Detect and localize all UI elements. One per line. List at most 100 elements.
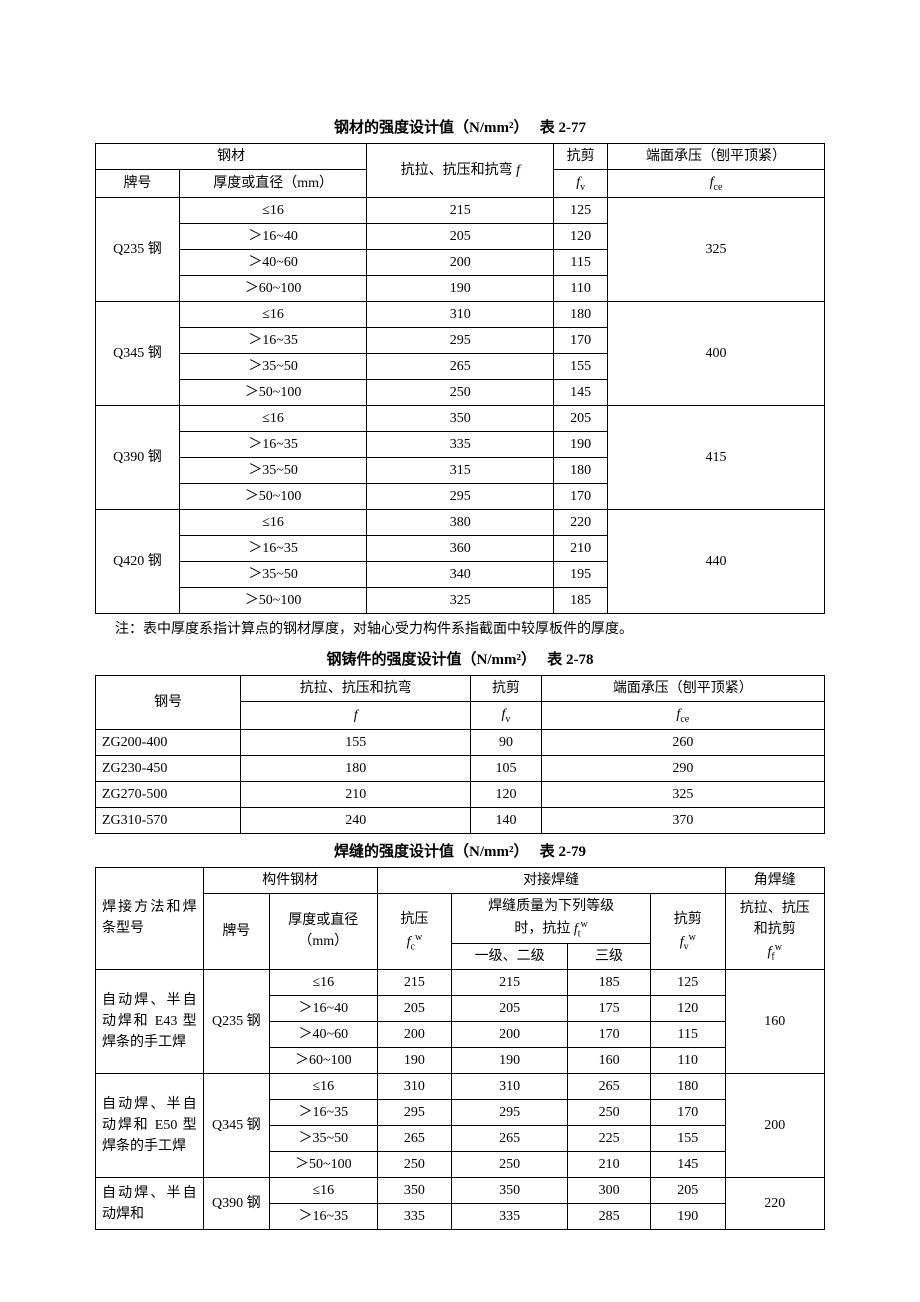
cell-t: ＞16~40 <box>179 223 366 249</box>
cell-f: 340 <box>367 561 554 587</box>
th3-thickness: 厚度或直径（mm） <box>269 893 377 969</box>
cell-fv: 105 <box>471 755 541 781</box>
cell-t: ＞16~35 <box>269 1204 377 1230</box>
cell-t: ≤16 <box>179 509 366 535</box>
table2-header-row1: 钢号 抗拉、抗压和抗弯 抗剪 端面承压（刨平顶紧） <box>96 675 825 701</box>
cell-t: ≤16 <box>179 301 366 327</box>
cell-fv: 190 <box>554 431 608 457</box>
cell-t: ＞35~50 <box>179 561 366 587</box>
table-row: Q345 钢≤16310180400 <box>96 301 825 327</box>
cell-fce: 370 <box>541 807 824 833</box>
table-row: ZG270-500210120325 <box>96 781 825 807</box>
cell-ft3: 285 <box>568 1204 651 1230</box>
cell-fv: 140 <box>471 807 541 833</box>
cell-grade: ZG270-500 <box>96 781 241 807</box>
cell-t: ≤16 <box>269 1074 377 1100</box>
cell-fc: 200 <box>377 1022 452 1048</box>
cell-fv: 155 <box>554 353 608 379</box>
th2-fv-label: 抗剪 <box>471 675 541 701</box>
cell-fv: 155 <box>650 1126 725 1152</box>
table-row: 自动焊、半自动焊和 E43 型焊条的手工焊Q235 钢≤162152151851… <box>96 970 825 996</box>
table-row: ZG230-450180105290 <box>96 755 825 781</box>
table1-number: 表 2-77 <box>540 120 586 136</box>
cell-fv: 185 <box>554 587 608 613</box>
cell-fv: 145 <box>554 379 608 405</box>
cell-ff: 160 <box>725 970 824 1074</box>
th3-component: 构件钢材 <box>203 867 377 893</box>
cell-t: ＞35~50 <box>269 1126 377 1152</box>
table2-title-prefix: 钢铸件的强度设计值 <box>326 652 461 668</box>
cell-grade: Q345 钢 <box>203 1074 269 1178</box>
th3-method: 焊接方法和焊条型号 <box>96 867 204 969</box>
cell-f: 335 <box>367 431 554 457</box>
cell-f: 155 <box>241 729 471 755</box>
cell-fv: 90 <box>471 729 541 755</box>
cell-ft1: 250 <box>452 1152 568 1178</box>
cell-grade: Q390 钢 <box>203 1178 269 1230</box>
table2: 钢号 抗拉、抗压和抗弯 抗剪 端面承压（刨平顶紧） f fv fce ZG200… <box>95 675 825 834</box>
th-grade: 牌号 <box>96 170 180 198</box>
th3-grade: 牌号 <box>203 893 269 969</box>
cell-t: ＞16~35 <box>179 327 366 353</box>
cell-fv: 190 <box>650 1204 725 1230</box>
th2-fce-label: 端面承压（刨平顶紧） <box>541 675 824 701</box>
cell-ft1: 265 <box>452 1126 568 1152</box>
cell-fv: 110 <box>650 1048 725 1074</box>
cell-ft3: 225 <box>568 1126 651 1152</box>
th-fv-symbol: fv <box>554 170 608 198</box>
cell-fce: 325 <box>608 197 825 301</box>
cell-fc: 205 <box>377 996 452 1022</box>
cell-f: 180 <box>241 755 471 781</box>
table-row: ZG200-40015590260 <box>96 729 825 755</box>
cell-f: 215 <box>367 197 554 223</box>
table3-title-prefix: 焊缝的强度设计值 <box>334 844 454 860</box>
cell-t: ＞50~100 <box>179 483 366 509</box>
cell-ft1: 200 <box>452 1022 568 1048</box>
table1: 钢材 抗拉、抗压和抗弯 f 抗剪 端面承压（刨平顶紧） 牌号 厚度或直径（mm）… <box>95 143 825 614</box>
cell-ft1: 190 <box>452 1048 568 1074</box>
cell-fce: 400 <box>608 301 825 405</box>
cell-ft1: 205 <box>452 996 568 1022</box>
cell-t: ＞40~60 <box>269 1022 377 1048</box>
th2-fv-symbol: fv <box>471 701 541 729</box>
cell-f: 325 <box>367 587 554 613</box>
cell-t: ＞60~100 <box>179 275 366 301</box>
cell-fc: 215 <box>377 970 452 996</box>
cell-t: ＞60~100 <box>269 1048 377 1074</box>
cell-ft3: 160 <box>568 1048 651 1074</box>
cell-grade: ZG230-450 <box>96 755 241 781</box>
cell-grade: ZG310-570 <box>96 807 241 833</box>
cell-f: 380 <box>367 509 554 535</box>
cell-t: ＞16~40 <box>269 996 377 1022</box>
table-row: Q390 钢≤16350205415 <box>96 405 825 431</box>
cell-ff: 220 <box>725 1178 824 1230</box>
cell-method: 自动焊、半自动焊和 E43 型焊条的手工焊 <box>96 970 204 1074</box>
cell-fc: 250 <box>377 1152 452 1178</box>
th3-ft-g1: 一级、二级 <box>452 944 568 970</box>
th-fce-symbol: fce <box>608 170 825 198</box>
table1-title-prefix: 钢材的强度设计值 <box>334 120 454 136</box>
cell-f: 265 <box>367 353 554 379</box>
cell-fc: 295 <box>377 1100 452 1126</box>
cell-fv: 180 <box>650 1074 725 1100</box>
table3-header-row2: 牌号 厚度或直径（mm） 抗压fcw 焊缝质量为下列等级时，抗拉 ftw 抗剪f… <box>96 893 825 943</box>
cell-fce: 325 <box>541 781 824 807</box>
cell-fv: 180 <box>554 301 608 327</box>
cell-grade: Q420 钢 <box>96 509 180 613</box>
cell-ft1: 295 <box>452 1100 568 1126</box>
cell-fce: 260 <box>541 729 824 755</box>
cell-ft3: 210 <box>568 1152 651 1178</box>
cell-f: 315 <box>367 457 554 483</box>
th3-fillet: 角焊缝 <box>725 867 824 893</box>
cell-fv: 110 <box>554 275 608 301</box>
cell-ft1: 335 <box>452 1204 568 1230</box>
cell-ff: 200 <box>725 1074 824 1178</box>
cell-fc: 350 <box>377 1178 452 1204</box>
cell-fv: 170 <box>554 327 608 353</box>
cell-ft3: 300 <box>568 1178 651 1204</box>
th2-f-symbol: f <box>241 701 471 729</box>
cell-t: ＞40~60 <box>179 249 366 275</box>
cell-t: ≤16 <box>269 970 377 996</box>
th-thickness: 厚度或直径（mm） <box>179 170 366 198</box>
cell-fv: 170 <box>650 1100 725 1126</box>
